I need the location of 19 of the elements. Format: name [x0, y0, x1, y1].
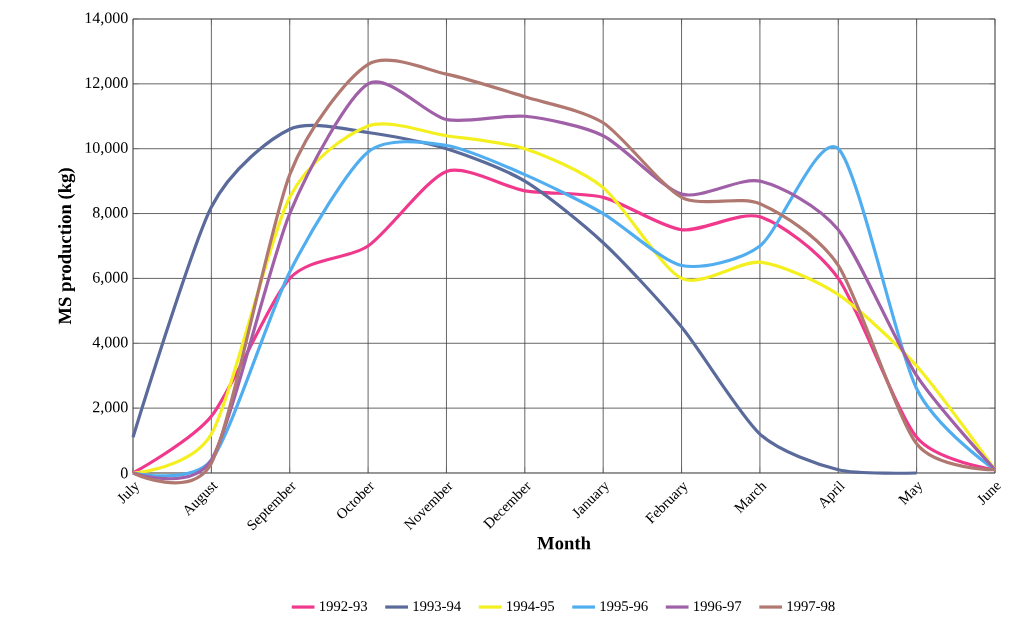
- y-tick-label: 2,000: [93, 401, 128, 415]
- x-tick-label: July: [117, 482, 139, 504]
- x-axis-title: Month: [537, 536, 591, 550]
- legend-label: 1996-97: [694, 601, 742, 612]
- y-tick-label: 14,000: [85, 12, 128, 26]
- y-tick-label: 6,000: [92, 271, 128, 285]
- legend-label: 1992-93: [320, 601, 368, 612]
- x-tick-label: May: [897, 481, 923, 506]
- y-tick-label: 10,000: [85, 142, 128, 156]
- legend-label: 1997-98: [787, 601, 835, 612]
- legend-label: 1993-94: [413, 601, 461, 612]
- y-axis-title: MS production (kg): [58, 168, 76, 325]
- legend-label: 1995-96: [600, 601, 648, 612]
- y-tick-label: 4,000: [92, 336, 128, 350]
- y-tick-label: 12,000: [85, 77, 128, 91]
- x-tick-label: June: [977, 482, 1001, 506]
- y-tick-label: 0: [120, 467, 128, 479]
- legend-label: 1994-95: [507, 601, 555, 612]
- y-tick-label: 8,000: [92, 207, 128, 221]
